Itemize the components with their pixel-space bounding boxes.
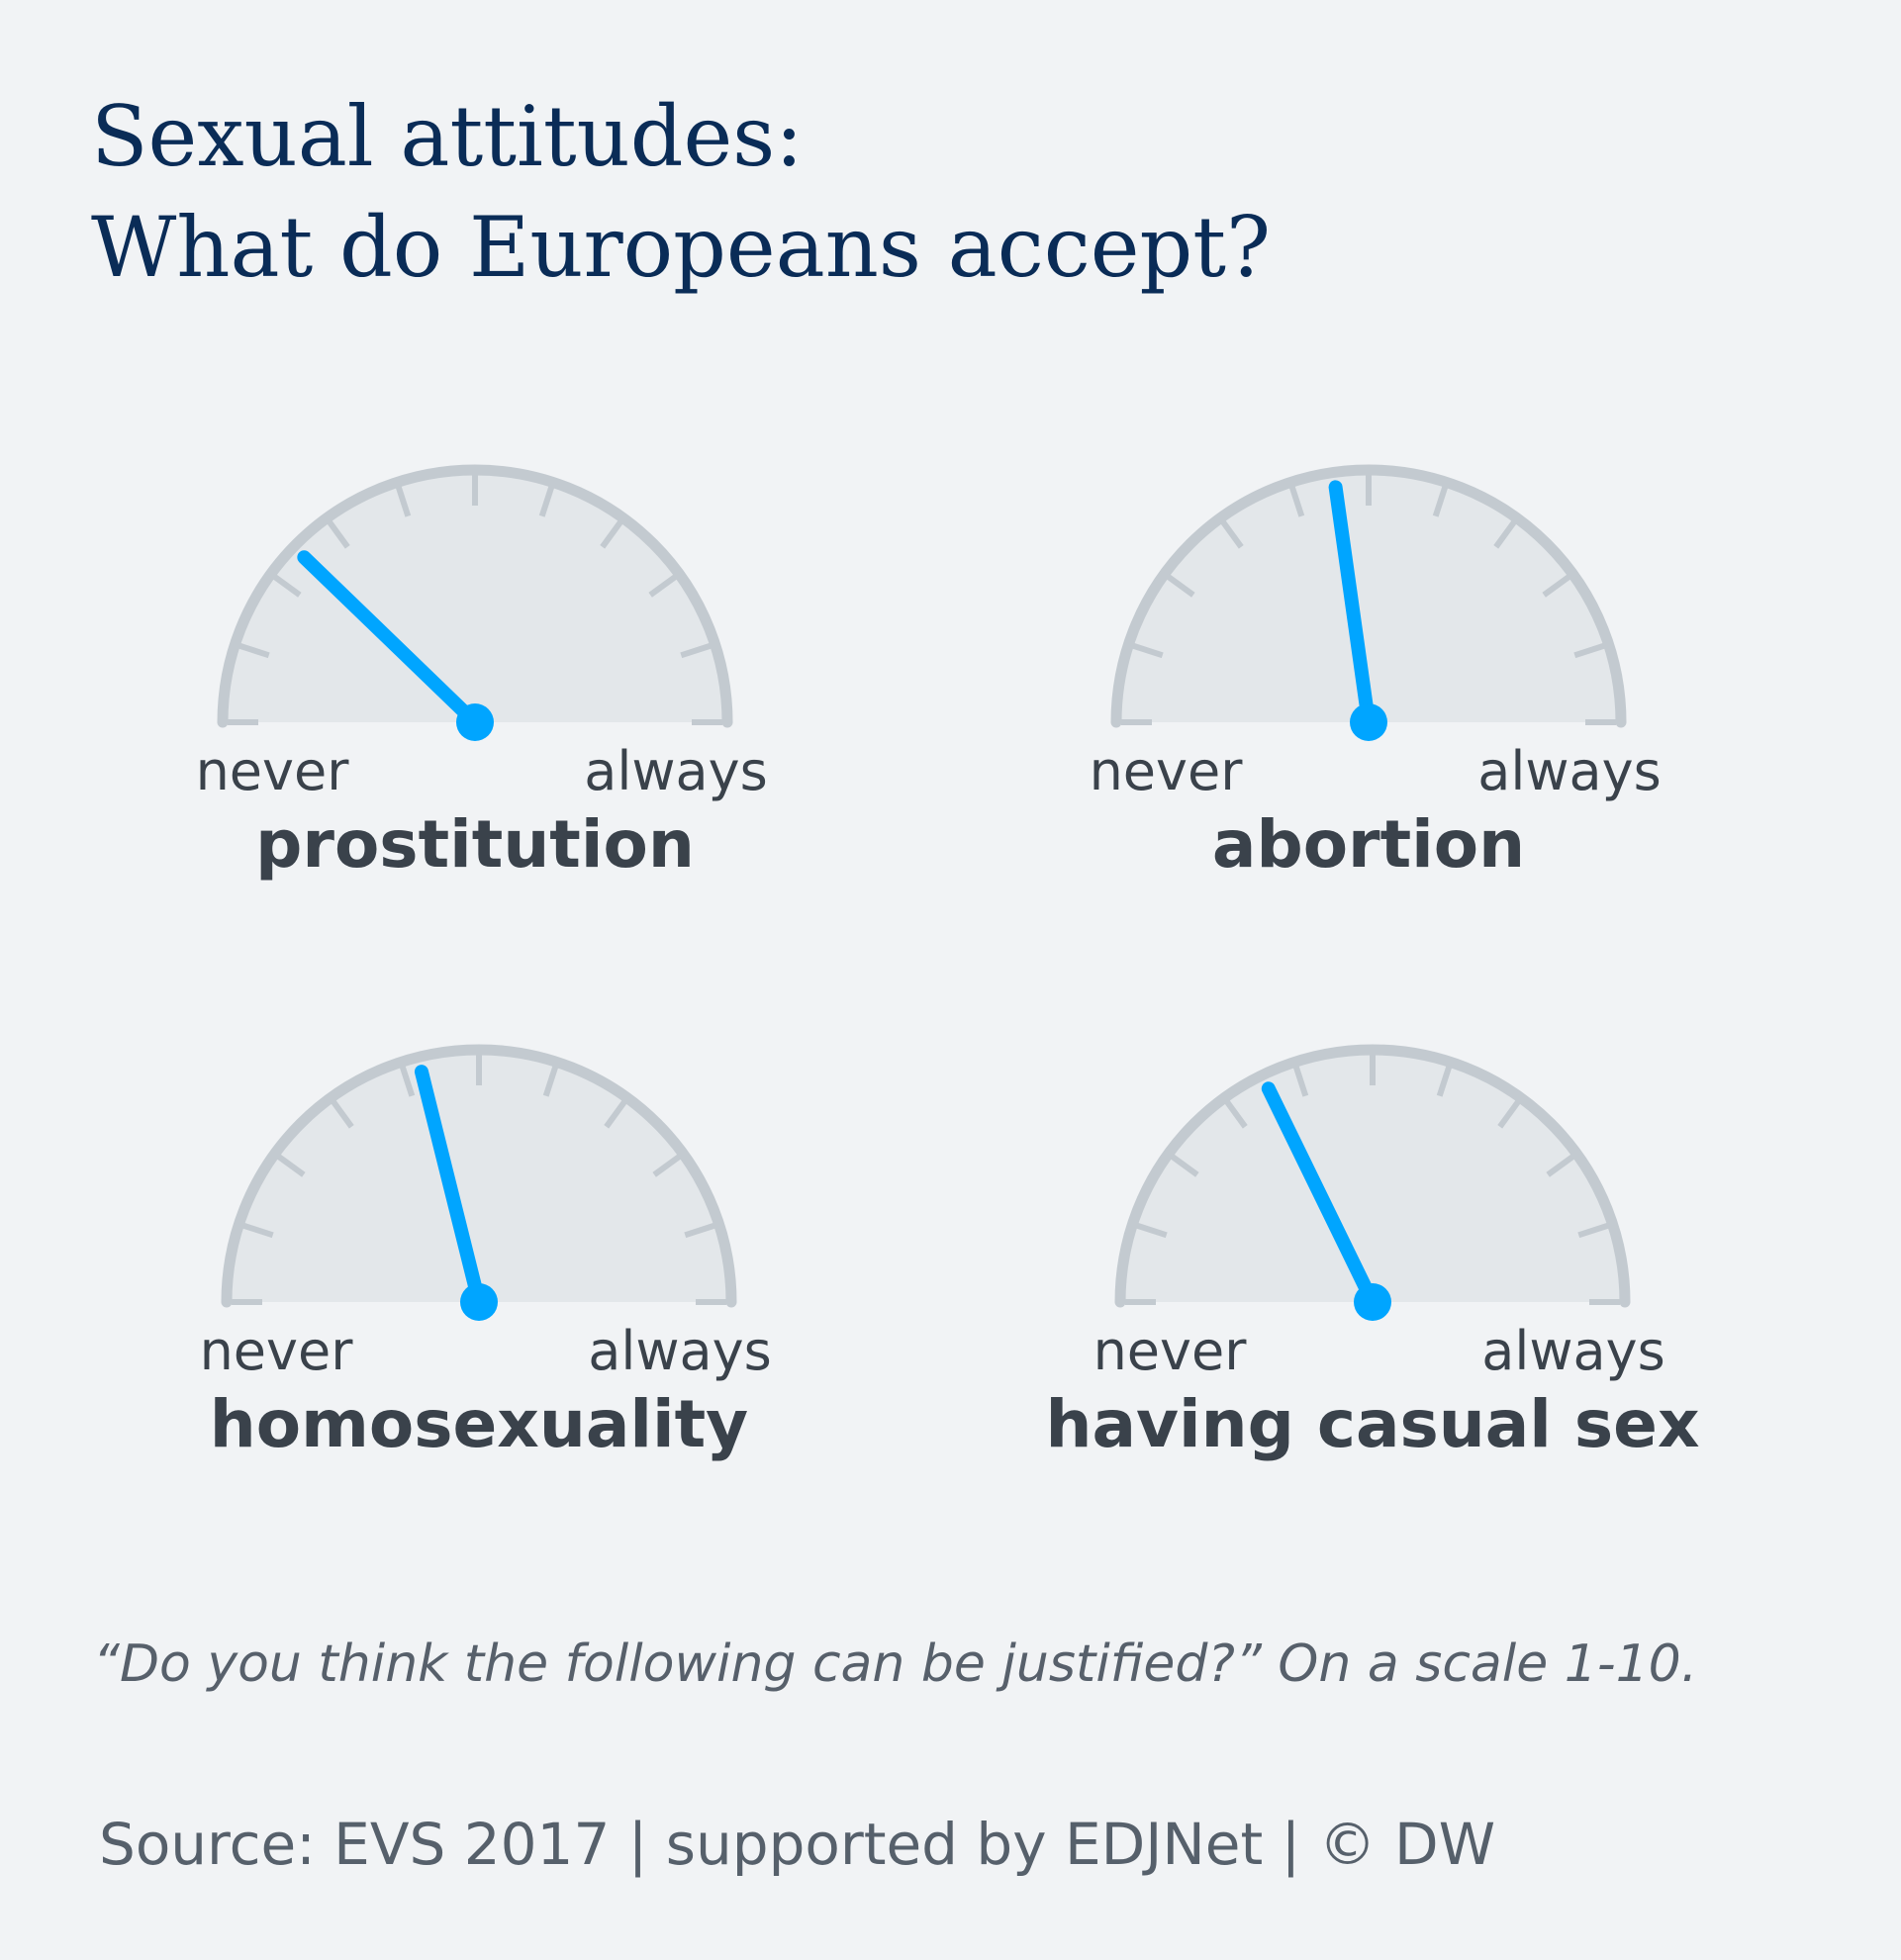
gauge-tick-prostitution [538, 486, 555, 517]
gauge-tick-homosexuality [399, 1066, 416, 1097]
gauge-needle-prostitution [297, 550, 482, 729]
gauge-tick-abortion [1220, 519, 1244, 549]
gauge-label-having-casual-sex: having casual sex [1045, 1386, 1699, 1462]
gauge-needle-homosexuality [414, 1065, 486, 1309]
gauge-tick-homosexuality [684, 1222, 715, 1239]
gauge-tick-prostitution [327, 519, 350, 549]
chart-title: Sexual attitudes: What do Europeans acce… [91, 81, 1271, 303]
gauge-dial-prostitution [217, 464, 733, 728]
gauge-tick-homosexuality [242, 1222, 274, 1239]
gauge-tick-having-casual-sex [1577, 1222, 1609, 1239]
gauge-hub-prostitution [456, 703, 494, 741]
gauge-tick-homosexuality [542, 1066, 559, 1097]
gauge-min-label: never [1093, 1320, 1248, 1382]
gauge-tick-prostitution [648, 574, 678, 598]
gauge-tick-homosexuality [652, 1154, 682, 1177]
gauge-tick-prostitution [600, 519, 623, 549]
gauge-tick-having-casual-sex [1292, 1066, 1309, 1097]
gauge-tick-abortion [1542, 574, 1571, 598]
gauge-tick-having-casual-sex [1136, 1222, 1168, 1239]
gauge-tick-abortion [1493, 519, 1517, 549]
source-credit: Source: EVS 2017 | supported by EDJNet |… [99, 1811, 1496, 1878]
gauge-tick-homosexuality [276, 1154, 306, 1177]
gauge-hub-having-casual-sex [1354, 1283, 1391, 1321]
gauge-tick-abortion [1166, 574, 1195, 598]
gauge-min-label: never [1090, 740, 1244, 802]
survey-question-note: “Do you think the following can be justi… [93, 1634, 1698, 1694]
gauge-tick-having-casual-sex [1170, 1154, 1199, 1177]
gauge-tick-abortion [1288, 486, 1305, 517]
gauge-hub-homosexuality [460, 1283, 498, 1321]
gauge-tick-prostitution [272, 574, 302, 598]
gauge-label-prostitution: prostitution [255, 806, 695, 883]
gauge-tick-having-casual-sex [1436, 1066, 1453, 1097]
gauge-label-homosexuality: homosexuality [210, 1386, 748, 1462]
gauge-tick-prostitution [238, 642, 270, 659]
title-line-2: What do Europeans accept? [91, 199, 1272, 296]
gauge-max-label: always [588, 1320, 771, 1382]
gauge-dial-homosexuality [221, 1044, 737, 1308]
gauge-max-label: always [1477, 740, 1661, 802]
gauge-max-label: always [1481, 1320, 1664, 1382]
gauge-tick-abortion [1132, 642, 1164, 659]
gauge-tick-prostitution [395, 486, 412, 517]
gauge-min-label: never [200, 1320, 354, 1382]
gauge-tick-homosexuality [331, 1099, 354, 1129]
gauge-tick-having-casual-sex [1497, 1099, 1521, 1129]
gauge-label-abortion: abortion [1212, 806, 1525, 883]
gauge-tick-prostitution [680, 642, 712, 659]
gauge-tick-abortion [1573, 642, 1605, 659]
gauge-tick-homosexuality [604, 1099, 627, 1129]
gauge-hub-abortion [1350, 703, 1387, 741]
gauge-needle-abortion [1328, 480, 1376, 729]
title-line-1: Sexual attitudes: [91, 88, 804, 185]
gauge-needle-having-casual-sex [1261, 1081, 1379, 1309]
gauge-max-label: always [584, 740, 767, 802]
gauge-tick-abortion [1432, 486, 1449, 517]
gauge-dial-abortion [1110, 464, 1627, 728]
gauge-dial-having-casual-sex [1114, 1044, 1631, 1308]
gauge-min-label: never [196, 740, 350, 802]
gauge-tick-having-casual-sex [1546, 1154, 1575, 1177]
gauge-tick-having-casual-sex [1224, 1099, 1248, 1129]
